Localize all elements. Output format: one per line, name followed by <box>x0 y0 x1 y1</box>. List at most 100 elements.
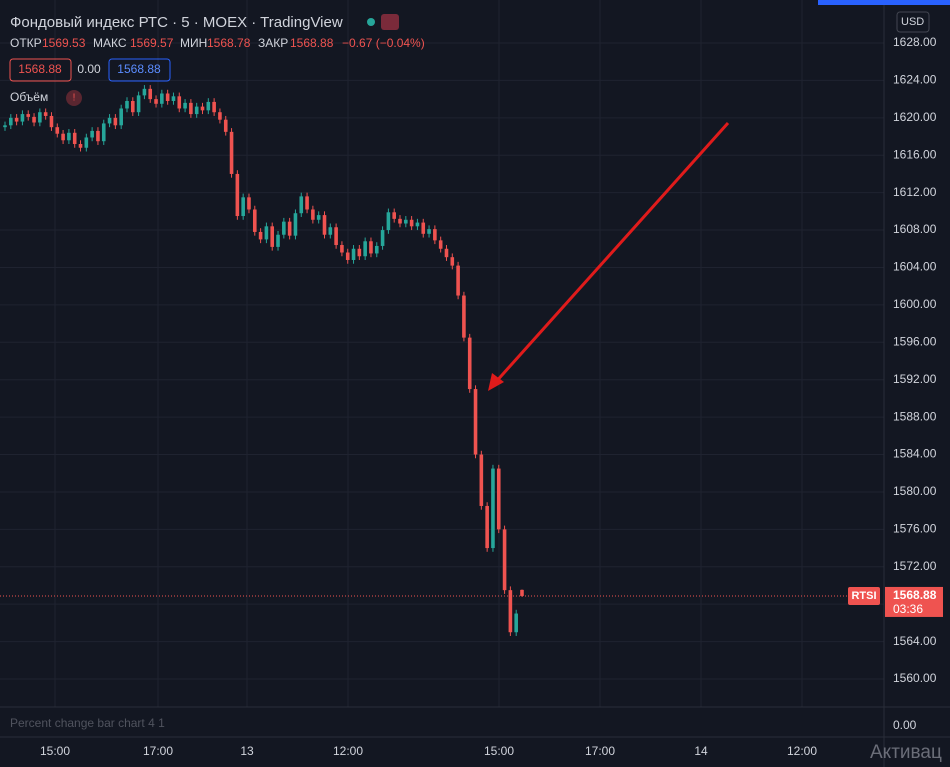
candle-body <box>125 100 129 109</box>
candle-body <box>78 144 83 148</box>
candle-body <box>3 125 7 128</box>
candle-body <box>229 131 234 174</box>
y-tick-label: 1592.00 <box>893 372 937 386</box>
sell-button[interactable] <box>9 58 72 82</box>
last-price: 1568.88 <box>893 588 937 602</box>
candle-body <box>316 215 321 220</box>
candle-body <box>67 132 71 141</box>
currency-box[interactable] <box>896 11 930 33</box>
candle-body <box>130 100 135 113</box>
x-tick-label: 15:00 <box>40 744 70 758</box>
candle-body <box>26 114 31 117</box>
low-label: МИН <box>180 36 207 50</box>
status-dot <box>367 18 375 26</box>
candle-body <box>212 101 216 113</box>
candle-body <box>276 234 280 247</box>
candle-body <box>392 212 397 219</box>
candle-body <box>72 132 77 145</box>
candle-body <box>299 196 304 214</box>
candle-body <box>415 222 420 227</box>
candle-body <box>43 112 48 116</box>
y-tick-label: 1612.00 <box>893 185 937 199</box>
y-tick-label: 1600.00 <box>893 297 937 311</box>
x-tick-label: 17:00 <box>143 744 173 758</box>
volume-axis-label: 0.00 <box>893 718 917 732</box>
candle-body <box>479 454 484 506</box>
top-bar <box>818 0 950 5</box>
candle-body <box>502 529 507 591</box>
candle-body <box>101 123 106 142</box>
candle-body <box>444 248 449 258</box>
watermark: Активац <box>870 742 942 763</box>
spread: 0.00 <box>77 62 101 76</box>
candle-body <box>380 230 385 246</box>
candle-body <box>270 226 275 247</box>
candle-body <box>171 96 176 101</box>
candle-body <box>345 252 350 260</box>
x-tick-label: 12:00 <box>333 744 363 758</box>
candle-body <box>142 88 147 96</box>
grid <box>0 0 884 707</box>
candle-body <box>491 468 495 549</box>
y-tick-label: 1584.00 <box>893 447 937 461</box>
candle-body <box>433 229 437 241</box>
candle-body <box>113 117 118 126</box>
price-badge <box>885 586 943 617</box>
candle-body <box>20 114 25 122</box>
candle-body <box>165 93 170 101</box>
candle-body <box>328 227 333 235</box>
candle-body <box>49 115 54 128</box>
candle-body <box>32 116 36 123</box>
buy-button[interactable] <box>108 58 171 82</box>
candle-body <box>189 102 193 115</box>
candle-body <box>450 257 455 266</box>
candle-body <box>334 227 338 246</box>
candle-body <box>14 117 19 122</box>
warning-icon[interactable] <box>66 90 82 106</box>
y-tick-label: 1560.00 <box>893 671 937 685</box>
candle-body <box>467 337 472 390</box>
candle-body <box>154 99 158 104</box>
x-tick-label: 17:00 <box>585 744 615 758</box>
candle-body <box>462 295 466 338</box>
candle-body <box>160 93 164 104</box>
candle-body <box>340 245 344 253</box>
candle-body <box>398 218 402 224</box>
candle-body <box>456 265 460 296</box>
y-tick-label: 1604.00 <box>893 260 937 274</box>
arrow <box>492 121 730 386</box>
candle-body <box>247 197 251 210</box>
open-label: ОТКР <box>10 36 42 50</box>
candle-body <box>252 209 257 232</box>
currency[interactable]: USD <box>901 16 924 28</box>
candle-body <box>438 240 443 249</box>
candle-body <box>520 589 524 596</box>
y-tick-label: 1576.00 <box>893 522 937 536</box>
buy-price[interactable]: 1568.88 <box>117 62 161 76</box>
candle-body <box>357 248 362 257</box>
y-tick-label: 1596.00 <box>893 334 937 348</box>
close-value: 1568.88 <box>290 36 334 50</box>
candle-body <box>90 130 94 138</box>
candle-body <box>351 248 356 260</box>
candle-body <box>119 108 123 126</box>
candle-body <box>427 229 431 234</box>
volume-label: Объём <box>10 90 48 104</box>
candle-body <box>218 112 222 120</box>
candle-body <box>311 209 315 220</box>
y-tick-label: 1628.00 <box>893 35 937 49</box>
low-value: 1568.78 <box>207 36 251 50</box>
x-tick-label: 15:00 <box>484 744 514 758</box>
candle-body <box>282 221 286 235</box>
countdown: 03:36 <box>893 602 923 616</box>
candle-body <box>200 106 205 111</box>
high-label: МАКС <box>93 36 127 50</box>
y-tick-label: 1608.00 <box>893 222 937 236</box>
y-tick-label: 1616.00 <box>893 147 937 161</box>
title: Фондовый индекс РТС · 5 · MOEX · Trading… <box>10 14 343 31</box>
candle-body <box>374 245 379 254</box>
candle-body <box>485 505 489 549</box>
sell-price[interactable]: 1568.88 <box>18 62 62 76</box>
candle-body <box>206 101 211 111</box>
